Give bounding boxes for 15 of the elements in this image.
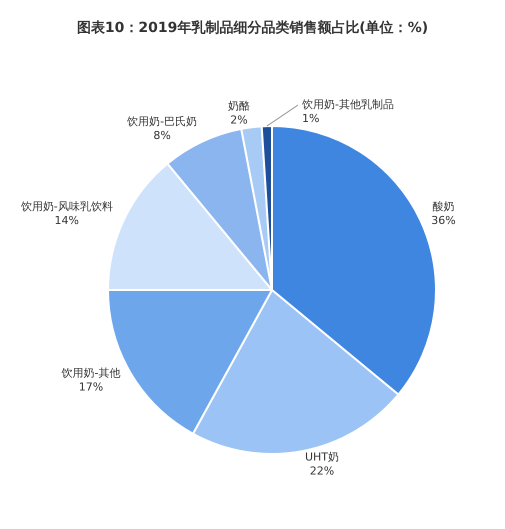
slice-label: 酸奶: [432, 200, 454, 214]
data-label: 22%: [310, 464, 334, 478]
slice-label: 奶酪: [228, 99, 250, 112]
data-label: 17%: [78, 380, 104, 394]
data-label: 1%: [302, 112, 320, 125]
data-label: 2%: [230, 113, 248, 126]
slice-label: UHT奶: [304, 450, 340, 464]
data-label: 36%: [431, 214, 456, 228]
chart-title: 图表10：2019年乳制品细分品类销售额占比(单位：%): [76, 18, 430, 38]
slice-label: 饮用奶-风味乳饮料: [20, 200, 113, 214]
slice-label: 饮用奶-巴氏奶: [126, 114, 198, 128]
data-label: 8%: [153, 128, 171, 142]
data-label: 14%: [54, 214, 79, 228]
slice-label: 饮用奶-其他乳制品: [301, 98, 394, 111]
slice-label: 饮用奶-其他: [60, 366, 121, 380]
